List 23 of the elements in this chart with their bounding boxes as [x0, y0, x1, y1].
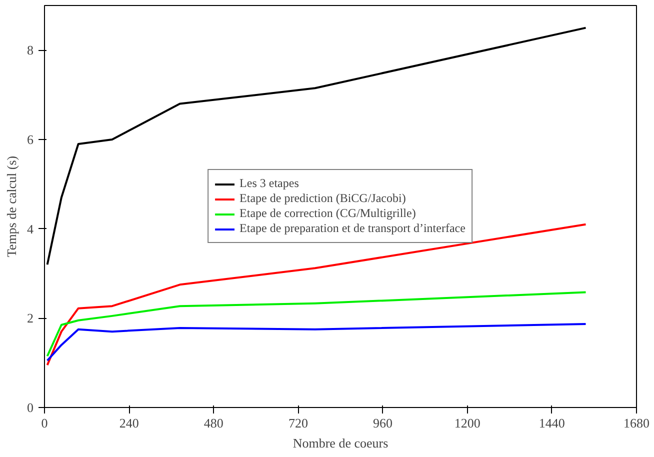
x-tick-label: 1440	[538, 416, 565, 430]
legend-label: Etape de preparation et de transport d’interface	[240, 221, 466, 236]
y-tick-label: 0	[27, 400, 34, 415]
x-tick-label: 240	[119, 416, 139, 430]
line-series	[46, 322, 587, 362]
line-series	[46, 223, 587, 366]
x-tick-label: 720	[288, 416, 308, 430]
line-series	[46, 26, 587, 266]
x-tick-label: 1680	[624, 416, 650, 430]
legend-label: Etape de correction (CG/Multigrille)	[240, 206, 416, 221]
y-tick-label: 8	[27, 42, 34, 58]
x-axis-title: Nombre de coeurs	[292, 436, 388, 450]
y-tick-label: 2	[27, 310, 34, 326]
x-tick-label: 480	[204, 416, 224, 430]
x-tick-label: 0	[41, 416, 48, 430]
y-axis-title: Temps de calcul (s)	[4, 156, 19, 258]
line-series	[46, 291, 587, 358]
legend-label: Les 3 etapes	[240, 176, 299, 191]
y-tick-label: 6	[27, 132, 34, 147]
x-tick-label: 960	[373, 416, 393, 430]
legend-label: Etape de prediction (BiCG/Jacobi)	[240, 191, 406, 206]
y-tick-label: 4	[27, 221, 34, 236]
x-tick-label: 1200	[454, 416, 480, 430]
